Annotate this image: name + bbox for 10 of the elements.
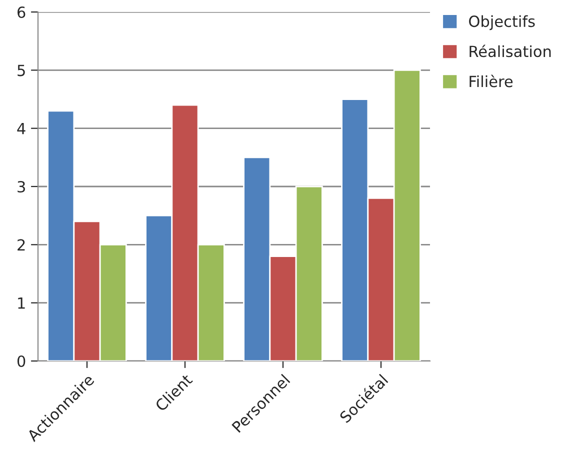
- y-tick-label: 3: [18, 180, 25, 193]
- y-tick-label: 5: [18, 64, 25, 76]
- y-tick-label: 0: [17, 355, 26, 368]
- y-tick-label: 6: [18, 6, 26, 18]
- y-tick-label: 2: [18, 239, 25, 250]
- legend-label: Objectifs: [469, 15, 535, 30]
- legend-label: Filière: [470, 74, 513, 88]
- y-tick-label: 4: [17, 123, 26, 134]
- y-tick-label: 1: [18, 298, 25, 309]
- legend-label: Réalisation: [470, 44, 551, 58]
